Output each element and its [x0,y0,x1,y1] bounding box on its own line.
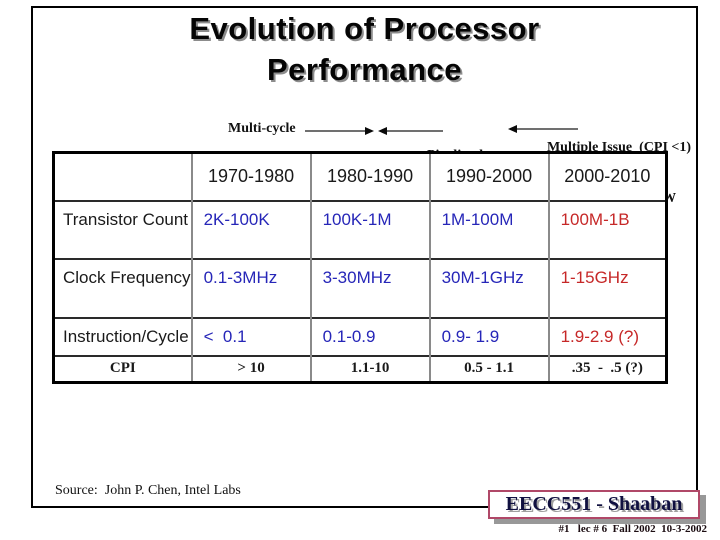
title-line-1: Evolution of Processor [189,11,540,46]
lecture-caption: #1 lec # 6 Fall 2002 10-3-2002 [558,523,707,535]
header-1990-2000: 1990-2000 [428,152,549,201]
timeline-arrows [305,125,578,135]
arrow-right-icon [305,127,374,135]
table-row-transistor-count: Transistor Count 2K-100K 100K-1M 1M-100M… [53,199,667,259]
cell-value: 1-15GHz [547,257,667,318]
header-1970-1980: 1970-1980 [190,152,311,201]
arrow-left-icon [378,127,443,135]
row-label: Transistor Count [53,199,192,259]
table-row-cpi: CPI > 10 1.1-10 0.5 - 1.1 .35 - .5 (?) [53,354,667,383]
course-badge: EECC551 - Shaaban [488,490,700,519]
cell-value: .35 - .5 (?) [547,354,667,383]
table-header-row: 1970-1980 1980-1990 1990-2000 2000-2010 [54,152,667,201]
cell-value: 30M-1GHz [428,257,549,318]
header-2000-2010: 2000-2010 [547,152,667,201]
cell-value: 0.9- 1.9 [428,316,549,356]
table-row-instruction-cycle: Instruction/Cycle < 0.1 0.1-0.9 0.9- 1.9… [53,316,667,356]
cell-value: 2K-100K [190,199,311,259]
processor-evolution-table: 1970-1980 1980-1990 1990-2000 2000-2010 … [52,151,669,384]
cell-value: 0.1-3MHz [190,257,311,318]
row-label: Clock Frequency [53,257,192,318]
cell-value: 100M-1B [547,199,667,259]
cell-value: 1.1-10 [309,354,430,383]
title-line-2: Performance [266,52,463,87]
row-label: CPI [53,354,192,383]
header-blank-cell [54,153,192,201]
row-label: Instruction/Cycle [53,316,192,356]
table-row-clock-frequency: Clock Frequency 0.1-3MHz 3-30MHz 30M-1GH… [53,257,667,318]
header-1980-1990: 1980-1990 [309,152,430,201]
source-credit: Source: John P. Chen, Intel Labs [55,483,241,498]
cell-value: 3-30MHz [309,257,430,318]
label-multi-cycle: Multi-cycle [228,121,296,136]
cell-value: 1M-100M [428,199,549,259]
cell-value: > 10 [190,354,311,383]
cell-value: 0.1-0.9 [309,316,430,356]
cell-value: 1.9-2.9 (?) [547,316,667,356]
cell-value: 0.5 - 1.1 [428,354,549,383]
course-badge-label: EECC551 - Shaaban [505,493,683,515]
cell-value: 100K-1M [309,199,430,259]
slide-title: Evolution of Processor Performance [31,8,698,90]
cell-value: < 0.1 [190,316,311,356]
arrow-left-icon-2 [508,125,578,133]
evolution-table: 1970-1980 1980-1990 1990-2000 2000-2010 … [52,151,669,384]
